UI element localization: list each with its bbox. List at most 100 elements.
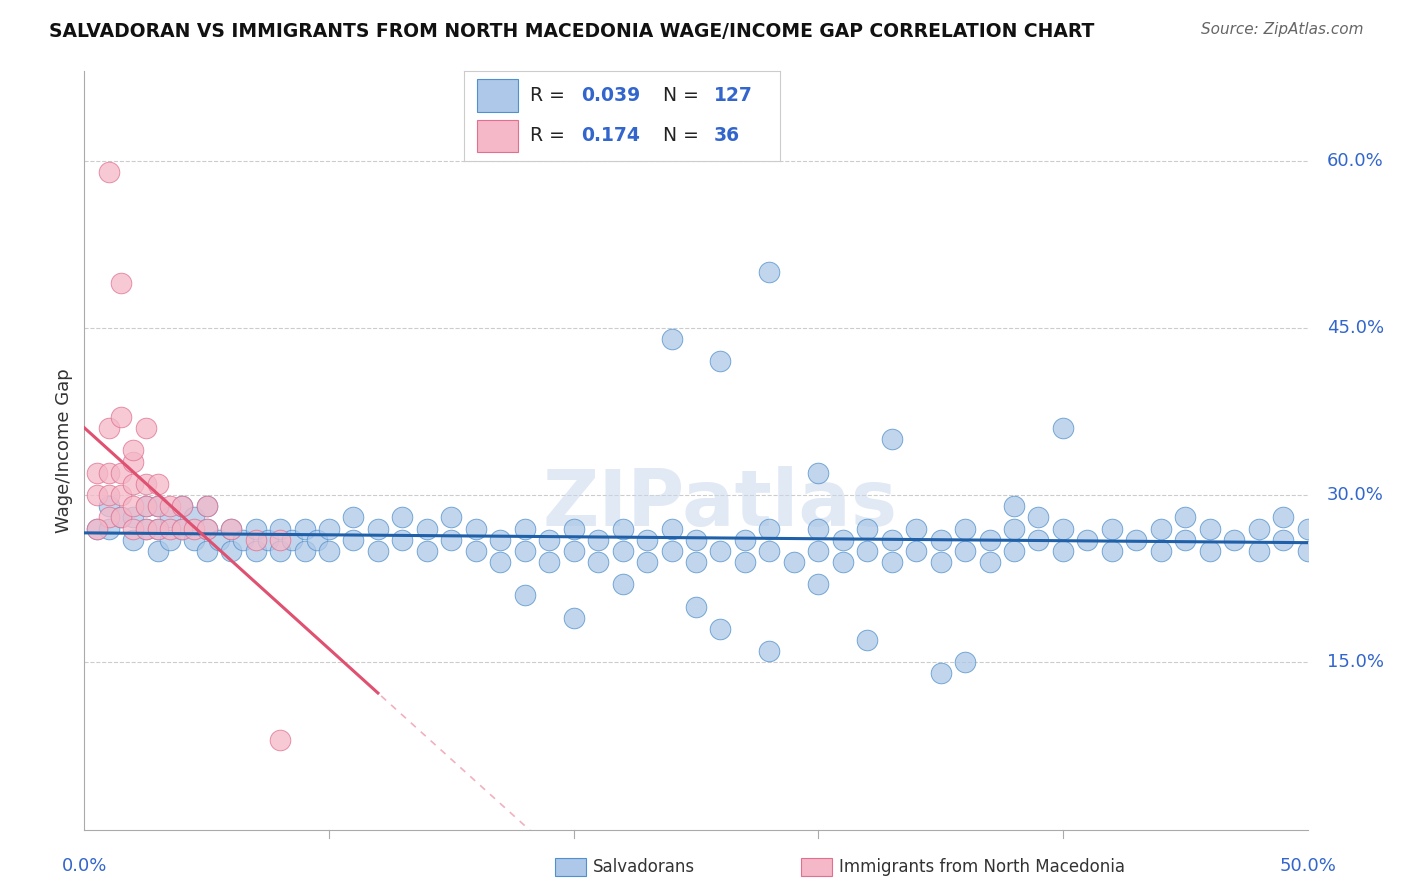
Point	[807, 544, 830, 558]
Point	[281, 533, 304, 547]
Point	[1101, 521, 1123, 535]
Bar	[477, 79, 517, 112]
Point	[612, 544, 634, 558]
Point	[86, 488, 108, 502]
Point	[318, 544, 340, 558]
Point	[562, 544, 585, 558]
Point	[135, 521, 157, 535]
Point	[880, 433, 903, 447]
Point	[146, 544, 169, 558]
Point	[391, 510, 413, 524]
Point	[1150, 521, 1173, 535]
Point	[342, 510, 364, 524]
Text: SALVADORAN VS IMMIGRANTS FROM NORTH MACEDONIA WAGE/INCOME GAP CORRELATION CHART: SALVADORAN VS IMMIGRANTS FROM NORTH MACE…	[49, 22, 1095, 41]
Point	[440, 533, 463, 547]
Point	[1002, 544, 1025, 558]
Point	[685, 555, 707, 569]
Point	[1247, 544, 1270, 558]
Point	[122, 455, 145, 469]
Point	[367, 544, 389, 558]
Point	[612, 577, 634, 591]
Point	[513, 521, 536, 535]
Point	[97, 510, 120, 524]
Text: Source: ZipAtlas.com: Source: ZipAtlas.com	[1201, 22, 1364, 37]
Point	[1272, 510, 1295, 524]
Point	[905, 544, 928, 558]
Point	[110, 466, 132, 480]
Point	[232, 533, 254, 547]
Point	[416, 544, 439, 558]
Point	[709, 622, 731, 636]
Point	[709, 544, 731, 558]
Point	[135, 421, 157, 435]
Point	[1052, 544, 1074, 558]
Point	[831, 555, 853, 569]
Point	[110, 510, 132, 524]
Point	[586, 555, 609, 569]
Point	[464, 544, 486, 558]
Point	[661, 544, 683, 558]
Point	[1198, 544, 1220, 558]
Text: 15.0%: 15.0%	[1327, 653, 1384, 672]
Point	[110, 410, 132, 425]
Point	[159, 521, 181, 535]
Point	[86, 521, 108, 535]
Point	[183, 510, 205, 524]
Point	[440, 510, 463, 524]
Point	[538, 555, 561, 569]
Point	[97, 488, 120, 502]
Point	[661, 332, 683, 346]
Point	[1296, 521, 1319, 535]
Point	[146, 500, 169, 514]
Point	[856, 521, 879, 535]
Point	[807, 521, 830, 535]
Point	[831, 533, 853, 547]
Text: 127: 127	[714, 86, 752, 105]
Point	[195, 521, 218, 535]
Point	[183, 533, 205, 547]
Text: ZIPatlas: ZIPatlas	[543, 466, 898, 541]
Point	[758, 521, 780, 535]
Point	[86, 521, 108, 535]
Point	[1247, 521, 1270, 535]
Point	[1002, 521, 1025, 535]
Point	[245, 544, 267, 558]
Point	[122, 477, 145, 491]
Point	[807, 466, 830, 480]
Point	[734, 533, 756, 547]
Point	[208, 533, 231, 547]
Point	[122, 443, 145, 458]
Point	[195, 500, 218, 514]
Point	[953, 544, 976, 558]
Point	[929, 533, 952, 547]
Point	[953, 655, 976, 669]
Point	[172, 500, 194, 514]
Point	[1002, 500, 1025, 514]
Point	[195, 521, 218, 535]
Point	[269, 733, 291, 747]
Point	[685, 599, 707, 614]
Point	[146, 477, 169, 491]
Point	[562, 521, 585, 535]
Point	[245, 533, 267, 547]
Y-axis label: Wage/Income Gap: Wage/Income Gap	[55, 368, 73, 533]
Point	[195, 500, 218, 514]
Point	[979, 555, 1001, 569]
Point	[880, 533, 903, 547]
Point	[172, 521, 194, 535]
Point	[135, 500, 157, 514]
Point	[135, 500, 157, 514]
Bar	[477, 120, 517, 152]
Point	[929, 666, 952, 681]
Text: N =: N =	[664, 126, 699, 145]
Point	[97, 165, 120, 179]
Point	[1174, 533, 1197, 547]
Point	[172, 521, 194, 535]
Point	[219, 521, 242, 535]
Point	[135, 521, 157, 535]
Point	[146, 521, 169, 535]
Point	[391, 533, 413, 547]
Point	[538, 533, 561, 547]
Point	[1101, 544, 1123, 558]
Point	[294, 544, 316, 558]
